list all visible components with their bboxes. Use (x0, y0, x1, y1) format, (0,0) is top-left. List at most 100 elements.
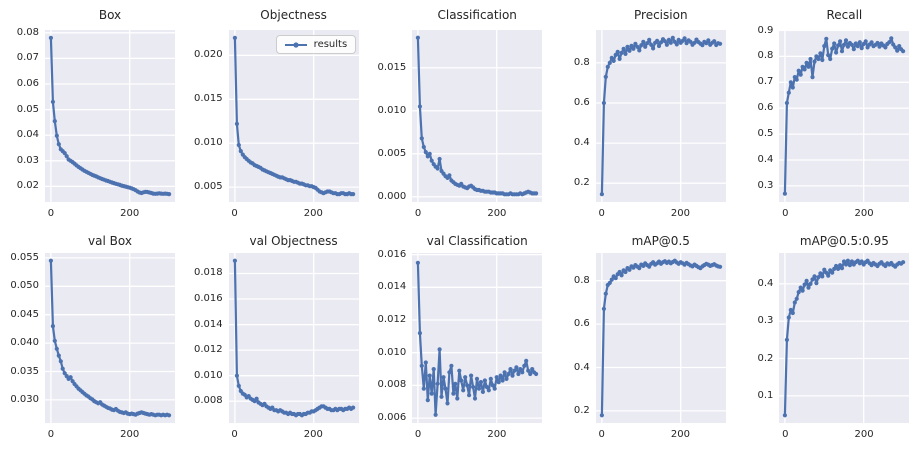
y-tick-label: 0.010 (377, 104, 407, 116)
y-tick-label: 0.050 (10, 280, 39, 292)
y-tick-label: 0.08 (16, 26, 39, 38)
x-tick-label: 0 (598, 208, 605, 219)
chart-axes-classification (412, 30, 543, 202)
y-tick-label: 0.018 (193, 267, 223, 279)
y-tick-label: 0.012 (377, 314, 407, 326)
y-tick-label: 0.010 (193, 369, 223, 381)
y-tick-label: 0.006 (377, 412, 407, 424)
y-tick-label: 0.015 (377, 61, 407, 73)
y-tick-label: 0.04 (16, 129, 39, 141)
y-tick-label: 0.035 (10, 365, 39, 377)
y-tick-label: 0.005 (193, 181, 223, 193)
y-tick-label: 0.020 (193, 49, 223, 61)
y-tick-label: 0.4 (573, 137, 590, 149)
x-tick-label: 0 (782, 429, 789, 440)
x-tick-label: 0 (47, 208, 55, 219)
x-tick-label: 0 (47, 429, 55, 440)
x-tick-label: 200 (854, 208, 874, 219)
x-tick-label: 0 (231, 208, 238, 219)
y-tick-label: 0.3 (757, 315, 774, 327)
x-tick-label: 0 (782, 208, 789, 219)
y-tick-label: 0.9 (757, 24, 774, 36)
legend-line-marker-icon (284, 41, 307, 48)
x-tick-label: 200 (303, 208, 323, 219)
chart-cell-recall: Recall 0.3 0.4 0.5 0.6 0.7 0.8 0.9 0 200 (734, 0, 918, 230)
x-tick-label: 200 (303, 429, 323, 440)
y-tick-label: 0.7 (757, 76, 774, 88)
x-tick-label: 0 (598, 429, 605, 440)
y-tick-label: 0.05 (16, 103, 39, 115)
chart-axes-val-box (45, 253, 175, 423)
chart-cell-map05: mAP@0.5 0.2 0.4 0.6 0.8 0 200 (551, 230, 735, 460)
y-tick-label: 0.014 (193, 318, 223, 330)
chart-cell-val-classification: val Classification 0.006 0.008 0.010 0.012 0… (367, 230, 551, 460)
y-tick-label: 0.02 (16, 180, 39, 192)
y-tick-label: 0.2 (573, 177, 590, 189)
y-tick-label: 0.015 (193, 93, 223, 105)
y-tick-label: 0.055 (10, 251, 39, 263)
y-tick-label: 0.2 (573, 404, 590, 416)
x-tick-label: 200 (670, 429, 691, 440)
chart-title-recall: Recall (826, 8, 863, 22)
chart-title-val-box: val Box (88, 234, 132, 248)
y-tick-label: 0.008 (193, 395, 223, 407)
chart-axes-map05 (595, 253, 726, 423)
chart-cell-val-objectness: val Objectness 0.008 0.010 0.012 0.014 0.016… (184, 230, 368, 460)
chart-cell-box: Box 0.02 0.03 0.04 0.05 0.06 0.07 0.08 0 200 (0, 0, 184, 230)
chart-cell-classification: Classification 0.000 0.005 0.010 0.015 0 200 (367, 0, 551, 230)
chart-axes-precision (595, 30, 726, 202)
x-tick-label: 200 (120, 208, 140, 219)
legend-label: results (313, 39, 348, 50)
chart-axes-val-classification (412, 253, 543, 423)
y-tick-label: 0.03 (16, 154, 39, 166)
y-tick-label: 0.010 (377, 346, 407, 358)
y-tick-label: 0.5 (757, 128, 774, 140)
x-tick-label: 200 (670, 208, 691, 219)
chart-axes-recall (779, 30, 910, 202)
x-tick-label: 0 (414, 429, 422, 440)
y-tick-label: 0.3 (757, 179, 774, 191)
y-tick-label: 0.06 (16, 78, 39, 89)
x-tick-label: 200 (487, 429, 507, 440)
x-tick-label: 0 (414, 208, 422, 219)
chart-axes-objectness (228, 30, 359, 202)
y-tick-label: 0.8 (573, 56, 590, 68)
y-tick-label: 0.005 (377, 147, 407, 159)
y-tick-label: 0.010 (193, 137, 223, 149)
legend-results: results (275, 35, 357, 54)
chart-title-box: Box (98, 8, 122, 22)
y-tick-label: 0.000 (377, 190, 407, 202)
y-tick-label: 0.016 (377, 248, 407, 260)
chart-cell-objectness: Objectness results 0.005 0.010 0.015 0.020 0… (184, 0, 368, 230)
y-tick-label: 0.016 (193, 293, 223, 305)
chart-title-classification: Classification (437, 8, 517, 22)
chart-title-val-objectness: val Objectness (249, 234, 338, 248)
chart-title-precision: Precision (634, 8, 688, 22)
y-tick-label: 0.030 (10, 393, 39, 405)
y-tick-label: 0.1 (757, 389, 774, 401)
y-tick-label: 0.012 (193, 344, 223, 356)
chart-title-objectness: Objectness (260, 8, 327, 22)
y-tick-label: 0.008 (377, 379, 407, 391)
x-tick-label: 200 (854, 429, 874, 440)
y-tick-label: 0.8 (757, 50, 774, 62)
y-tick-label: 0.07 (16, 52, 39, 64)
x-tick-label: 0 (231, 429, 238, 440)
y-tick-label: 0.2 (757, 352, 774, 364)
chart-cell-map05095: mAP@0.5:0.95 0.1 0.2 0.3 0.4 0 200 (734, 230, 918, 460)
y-tick-label: 0.6 (573, 318, 590, 330)
chart-axes-box (45, 30, 175, 202)
y-tick-label: 0.6 (757, 102, 774, 114)
chart-axes-val-objectness (228, 253, 359, 423)
x-tick-label: 200 (487, 208, 507, 219)
y-tick-label: 0.4 (757, 154, 774, 166)
chart-title-val-classification: val Classification (426, 234, 528, 248)
chart-title-map05: mAP@0.5 (631, 234, 690, 248)
y-tick-label: 0.045 (10, 308, 39, 320)
y-tick-label: 0.8 (573, 274, 590, 286)
y-tick-label: 0.6 (573, 96, 590, 108)
y-tick-label: 0.4 (757, 277, 774, 289)
chart-cell-val-box: val Box 0.030 0.035 0.040 0.045 0.050 0.055 0 2… (0, 230, 184, 460)
